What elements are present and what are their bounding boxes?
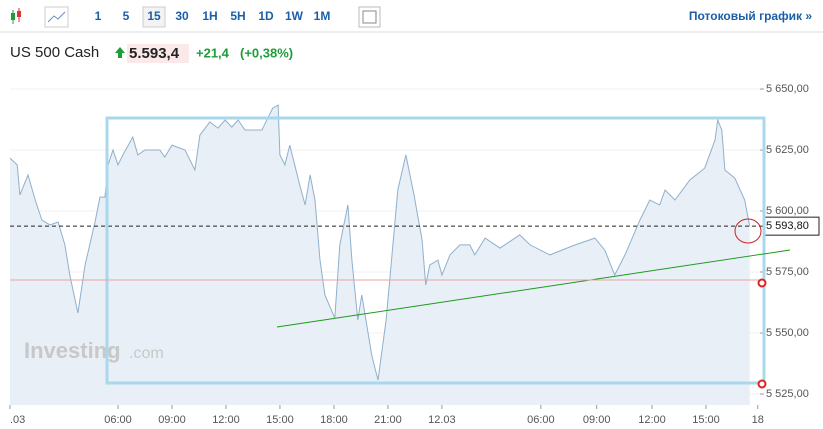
watermark-brand: Investing	[24, 338, 121, 363]
x-tick-label: 15:00	[266, 414, 294, 426]
price: 5.593,4	[129, 45, 180, 62]
x-tick-label: 12:00	[212, 414, 240, 426]
x-tick-label: 09:00	[583, 414, 611, 426]
x-tick-label: 18	[752, 414, 764, 426]
y-tick-label: 5 550,00	[766, 327, 809, 339]
interval-button[interactable]: 15	[147, 9, 161, 23]
handle[interactable]	[757, 278, 767, 288]
up-arrow	[115, 47, 125, 58]
interval-button[interactable]: 1	[95, 9, 102, 23]
stream-link[interactable]: Потоковый график »	[689, 9, 812, 23]
interval-button[interactable]: 30	[175, 9, 189, 23]
x-tick-label: 15:00	[692, 414, 720, 426]
x-tick-label: 12.03	[428, 414, 456, 426]
table-icon[interactable]	[358, 6, 381, 28]
candle-icon[interactable]	[11, 8, 21, 24]
x-tick-label: 12:00	[638, 414, 666, 426]
change-pct: (+0,38%)	[240, 45, 293, 60]
area-icon-line	[47, 11, 66, 23]
y-tick-label: 5 525,00	[766, 388, 809, 400]
y-tick-label: 5 650,00	[766, 83, 809, 95]
interval-button[interactable]: 1H	[202, 9, 217, 23]
table-icon-inner	[362, 10, 377, 24]
x-tick-label: 21:00	[374, 414, 402, 426]
interval-button[interactable]: 5H	[230, 9, 245, 23]
price-line	[9, 104, 751, 381]
y-tick-label: 5 625,00	[766, 144, 809, 156]
watermark-suffix: .com	[129, 345, 164, 362]
interval-button[interactable]: 1W	[285, 9, 304, 23]
trend-line[interactable]	[276, 249, 791, 328]
x-tick-label: 06:00	[527, 414, 555, 426]
change: +21,4	[196, 45, 230, 60]
x-tick-label: 09:00	[158, 414, 186, 426]
watermark: Investing .com	[24, 338, 164, 363]
drawn-rectangle[interactable]	[105, 116, 766, 385]
x-tick-label: 06:00	[104, 414, 132, 426]
handle[interactable]	[757, 379, 767, 389]
x-tick-label: 18:00	[320, 414, 348, 426]
symbol: US 500 Cash	[10, 44, 99, 61]
y-tick-label: 5 575,00	[766, 266, 809, 278]
price-bg	[127, 44, 189, 63]
area	[10, 105, 750, 405]
interval-button[interactable]: 5	[123, 9, 130, 23]
drawings	[10, 116, 791, 389]
highlight-ellipse	[734, 218, 762, 244]
interval-selected	[142, 6, 166, 28]
interval-button[interactable]: 1M	[314, 9, 331, 23]
toolbar: Потоковый график »	[0, 6, 823, 33]
last-price-label: 5 593,80	[766, 220, 809, 232]
header: US 500 Cash 5.593,4 +21,4 (+0,38%)	[10, 44, 293, 63]
area-icon[interactable]	[44, 6, 69, 28]
interval-button[interactable]: 1D	[258, 9, 274, 23]
y-tick-label: 5 600,00	[766, 205, 809, 217]
x-tick-label: .03	[10, 414, 25, 426]
plot: 5 525,00 5 550,00 5 575,00 5 600,00 5 625,00…	[9, 83, 820, 426]
